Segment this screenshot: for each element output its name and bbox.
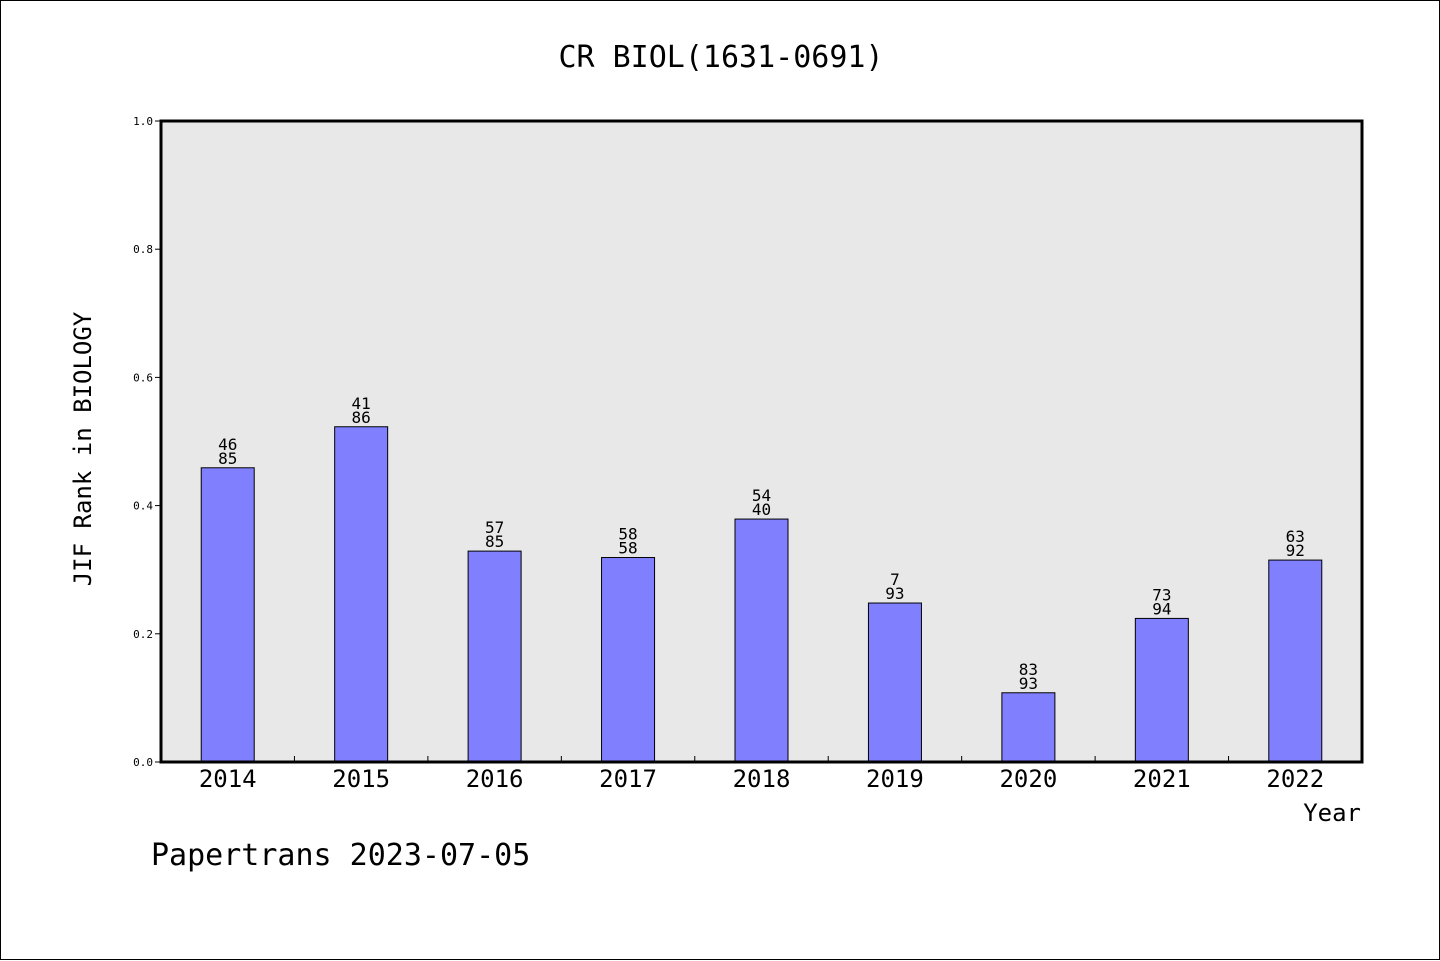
bar-2018: [734, 518, 789, 763]
bar-label-total: 40: [752, 500, 771, 519]
bars-group: [200, 426, 1323, 763]
bar-2019: [867, 602, 922, 763]
y-tick-label: 0.2: [133, 628, 153, 641]
bar-label-rank: 54: [752, 486, 771, 505]
bar-label-rank: 46: [218, 435, 237, 454]
bar-label-total: 85: [218, 449, 237, 468]
bar-label-rank: 63: [1286, 527, 1305, 546]
y-tick-label: 0.6: [133, 371, 153, 384]
bar-label-total: 94: [1152, 599, 1171, 618]
bar-2022: [1268, 559, 1323, 763]
x-tick-label: 2014: [199, 765, 257, 793]
y-axis-label: JIF Rank in BIOLOGY: [69, 311, 97, 586]
bar-label-rank: 73: [1152, 585, 1171, 604]
x-tick-label: 2022: [1266, 765, 1324, 793]
bar-label-total: 93: [1019, 674, 1038, 693]
y-tick-label: 1.0: [133, 115, 153, 128]
y-tick-label: 0.0: [133, 756, 153, 769]
bar-label-total: 85: [485, 532, 504, 551]
bar-2020: [1001, 692, 1056, 763]
x-tick-label: 2019: [866, 765, 924, 793]
x-axis-label: Year: [1303, 799, 1361, 827]
bar-2016: [467, 550, 522, 763]
bar-label-total: 93: [885, 584, 904, 603]
y-tick-label: 0.8: [133, 243, 153, 256]
y-tick-label: 0.4: [133, 500, 153, 513]
bar-2015: [334, 426, 389, 763]
x-tick-label: 2015: [332, 765, 390, 793]
x-tick-label: 2018: [733, 765, 791, 793]
bar-label-total: 92: [1286, 541, 1305, 560]
bar-label-rank: 7: [890, 570, 900, 589]
bar-label-total: 86: [352, 408, 371, 427]
bar-2017: [601, 557, 656, 763]
chart-title: CR BIOL(1631-0691): [558, 40, 883, 75]
bar-label-total: 58: [618, 539, 637, 558]
bar-label-rank: 58: [618, 525, 637, 544]
plot-border: [159, 119, 1364, 764]
x-tick-label: 2017: [599, 765, 657, 793]
bar-2021: [1134, 617, 1189, 763]
x-axis: 2014 2015 2016 2017 2018 2019 2020 2021 2022: [199, 756, 1324, 793]
bar-2014: [200, 467, 255, 763]
x-tick-label: 2020: [999, 765, 1057, 793]
x-tick-label: 2021: [1133, 765, 1191, 793]
y-axis: 0.0 0.2 0.4 0.6 0.8 1.0: [133, 115, 161, 769]
bar-label-rank: 41: [352, 394, 371, 413]
bar-label-rank: 57: [485, 518, 504, 537]
bar-label-rank: 83: [1019, 660, 1038, 679]
footer-text: Papertrans 2023-07-05: [151, 838, 530, 873]
x-tick-label: 2016: [466, 765, 524, 793]
